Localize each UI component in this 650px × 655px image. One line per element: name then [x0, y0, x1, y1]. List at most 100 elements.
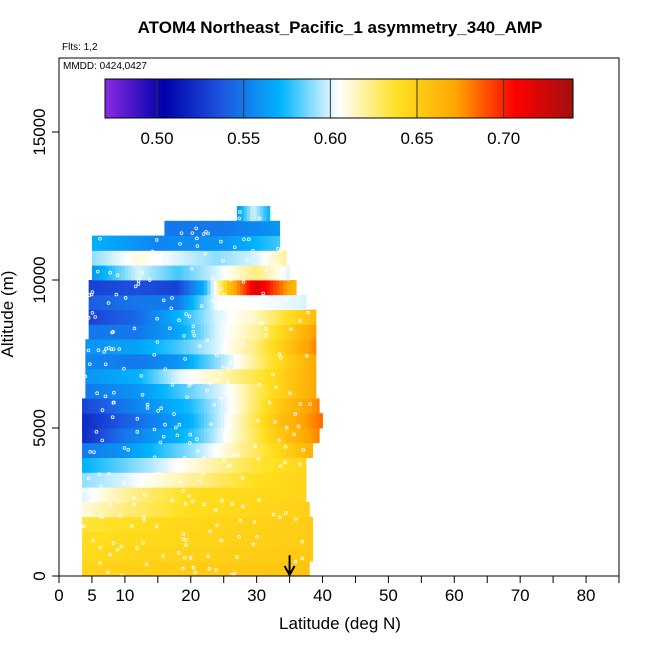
- sample-point: [183, 502, 188, 506]
- heatmap-cell: [134, 265, 139, 281]
- heatmap-cell: [246, 280, 251, 296]
- heatmap-cell: [283, 428, 287, 444]
- heatmap-cell: [157, 354, 162, 370]
- heatmap-cell: [128, 457, 132, 473]
- heatmap-cell: [263, 487, 267, 503]
- heatmap-cell: [147, 516, 152, 532]
- sample-point: [308, 402, 312, 406]
- heatmap-cell: [279, 383, 284, 399]
- heatmap-cell: [276, 413, 281, 429]
- heatmap-cell: [82, 487, 86, 503]
- heatmap-cell: [111, 502, 116, 518]
- heatmap-cell: [187, 531, 192, 547]
- heatmap-cell: [289, 413, 294, 429]
- heatmap-cell: [91, 472, 96, 488]
- heatmap-cell: [85, 531, 90, 547]
- sample-point: [177, 318, 181, 322]
- heatmap-cell: [82, 531, 86, 547]
- heatmap-cell: [95, 309, 99, 325]
- heatmap-cell: [256, 294, 261, 310]
- heatmap-cell: [118, 294, 122, 310]
- heatmap-cell: [250, 472, 254, 488]
- heatmap-cell: [194, 398, 198, 414]
- heatmap-cell: [187, 354, 192, 370]
- heatmap-cell: [273, 561, 277, 576]
- heatmap-cell: [101, 354, 106, 370]
- heatmap-cell: [98, 354, 103, 370]
- heatmap-cell: [141, 368, 146, 384]
- heatmap-cell: [118, 442, 122, 458]
- heatmap-cell: [200, 235, 205, 251]
- sample-point: [115, 547, 120, 552]
- heatmap-cell: [138, 442, 142, 458]
- heatmap-cell: [141, 546, 146, 562]
- heatmap-cell: [299, 294, 304, 310]
- heatmap-cell: [217, 265, 221, 281]
- heatmap-cell: [180, 383, 185, 399]
- heatmap-cell: [213, 442, 218, 458]
- heatmap-cell: [223, 531, 228, 547]
- heatmap-cell: [174, 339, 178, 355]
- heatmap-cell: [184, 383, 188, 399]
- heatmap-cell: [154, 265, 159, 281]
- heatmap-cell: [194, 442, 198, 458]
- heatmap-cell: [220, 398, 225, 414]
- heatmap-cell: [220, 546, 225, 562]
- heatmap-cell: [141, 561, 146, 576]
- heatmap-cell: [194, 354, 198, 370]
- sample-point: [205, 388, 209, 393]
- heatmap-cell: [85, 413, 90, 429]
- heatmap-cell: [115, 398, 119, 414]
- heatmap-cell: [296, 354, 300, 370]
- heatmap-cell: [91, 398, 96, 414]
- heatmap-cell: [167, 428, 172, 444]
- heatmap-cell: [200, 531, 205, 547]
- heatmap-cell: [299, 487, 304, 503]
- heatmap-cell: [180, 487, 185, 503]
- heatmap-cell: [184, 546, 188, 562]
- heatmap-cell: [259, 472, 264, 488]
- heatmap-cell: [138, 250, 142, 266]
- heatmap-cell: [253, 250, 258, 266]
- heatmap-cell: [141, 309, 146, 325]
- heatmap-cell: [243, 235, 248, 251]
- heatmap-cell: [250, 265, 254, 281]
- heatmap-cell: [85, 502, 90, 518]
- heatmap-cell: [147, 368, 152, 384]
- heatmap-cell: [88, 561, 93, 576]
- heatmap-cell: [98, 428, 103, 444]
- heatmap-cell: [283, 383, 287, 399]
- heatmap-cell: [236, 502, 241, 518]
- heatmap-cell: [184, 457, 188, 473]
- sample-point: [195, 437, 199, 441]
- sample-point: [207, 566, 212, 571]
- heatmap-cell: [187, 309, 192, 325]
- heatmap-cell: [250, 502, 254, 518]
- sample-point: [187, 314, 192, 319]
- heatmap-cell: [108, 280, 113, 296]
- heatmap-cell: [105, 487, 109, 503]
- heatmap-cell: [256, 502, 261, 518]
- heatmap-cell: [230, 339, 234, 355]
- heatmap-cell: [227, 442, 231, 458]
- heatmap-cell: [167, 368, 172, 384]
- heatmap-cell: [269, 354, 274, 370]
- heatmap-cell: [121, 516, 126, 532]
- heatmap-cell: [157, 309, 162, 325]
- heatmap-cell: [157, 368, 162, 384]
- heatmap-cell: [197, 368, 202, 384]
- heatmap-cell: [276, 265, 281, 281]
- heatmap-cell: [124, 339, 129, 355]
- heatmap-cell: [296, 413, 300, 429]
- heatmap-cell: [177, 561, 182, 576]
- heatmap-cell: [259, 428, 264, 444]
- heatmap-cell: [213, 309, 218, 325]
- heatmap-cell: [256, 516, 261, 532]
- heatmap-cell: [256, 428, 261, 444]
- heatmap-cell: [197, 428, 202, 444]
- heatmap-cell: [283, 280, 287, 296]
- heatmap-cell: [240, 487, 244, 503]
- heatmap-cell: [161, 487, 165, 503]
- heatmap-cell: [233, 339, 238, 355]
- sample-point: [103, 362, 108, 367]
